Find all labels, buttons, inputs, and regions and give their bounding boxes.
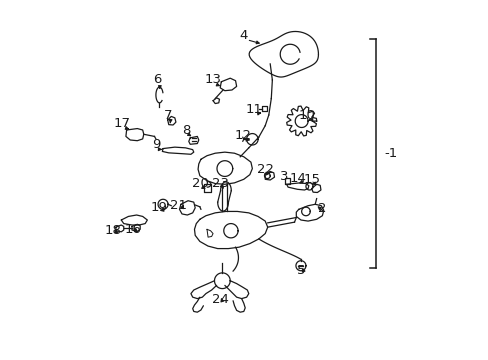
Text: 10: 10 — [298, 109, 315, 122]
Polygon shape — [213, 98, 219, 104]
Text: 21: 21 — [169, 198, 186, 212]
Polygon shape — [284, 178, 290, 184]
Polygon shape — [295, 114, 307, 127]
Polygon shape — [264, 171, 274, 180]
Text: 19: 19 — [151, 201, 167, 214]
Text: 12: 12 — [234, 129, 251, 142]
Polygon shape — [261, 107, 266, 111]
Text: 14: 14 — [289, 172, 306, 185]
Text: 23: 23 — [211, 177, 228, 190]
Text: 24: 24 — [211, 293, 228, 306]
Polygon shape — [305, 183, 312, 190]
Polygon shape — [249, 31, 318, 77]
Text: 9: 9 — [152, 139, 160, 152]
Text: 20: 20 — [192, 177, 209, 190]
Polygon shape — [220, 78, 236, 91]
Text: 7: 7 — [163, 109, 172, 122]
Polygon shape — [246, 134, 258, 145]
Polygon shape — [311, 184, 320, 193]
Text: 6: 6 — [152, 73, 161, 86]
Polygon shape — [214, 273, 230, 289]
Text: 22: 22 — [257, 163, 274, 176]
Text: 13: 13 — [204, 73, 221, 86]
Polygon shape — [296, 204, 323, 221]
Polygon shape — [158, 199, 168, 209]
Polygon shape — [194, 211, 267, 249]
Polygon shape — [121, 215, 147, 225]
Text: 16: 16 — [124, 223, 141, 236]
Polygon shape — [167, 116, 176, 125]
Polygon shape — [198, 152, 252, 184]
Text: 2: 2 — [318, 202, 326, 215]
Text: 8: 8 — [182, 124, 190, 137]
Polygon shape — [162, 147, 193, 154]
Polygon shape — [224, 224, 238, 238]
Polygon shape — [301, 207, 309, 216]
Text: 4: 4 — [239, 29, 247, 42]
Polygon shape — [286, 183, 308, 190]
Text: 11: 11 — [245, 103, 263, 116]
Text: 5: 5 — [297, 264, 305, 276]
Polygon shape — [188, 136, 198, 144]
Text: 18: 18 — [104, 224, 121, 237]
Polygon shape — [217, 161, 232, 176]
Polygon shape — [116, 225, 123, 232]
Polygon shape — [286, 106, 316, 136]
Text: -1: -1 — [384, 147, 397, 160]
Polygon shape — [295, 261, 305, 271]
Polygon shape — [125, 129, 143, 141]
Polygon shape — [264, 173, 270, 179]
Text: 15: 15 — [303, 173, 320, 186]
Polygon shape — [204, 184, 210, 192]
Text: 3: 3 — [279, 170, 287, 183]
Polygon shape — [179, 201, 195, 215]
Polygon shape — [132, 224, 140, 231]
Text: 17: 17 — [114, 117, 131, 130]
